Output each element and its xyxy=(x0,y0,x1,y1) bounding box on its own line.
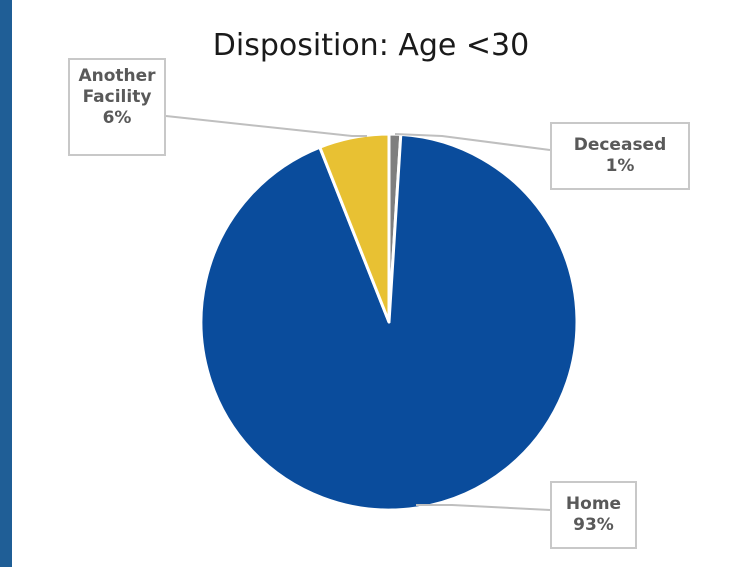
callout-another-facility-value: 6% xyxy=(102,108,132,128)
leader-home xyxy=(416,504,551,511)
callout-another-facility-line1: Another xyxy=(78,66,156,86)
callout-home-line1: Home xyxy=(565,494,622,514)
callout-deceased-line1: Deceased xyxy=(573,135,667,155)
pie-slice-another-facility xyxy=(318,132,391,324)
callout-another-facility: Another Facility 6% xyxy=(68,58,166,156)
chart-title: Disposition: Age <30 xyxy=(212,28,530,63)
leader-deceased xyxy=(394,133,551,151)
chart-frame: Disposition: Age <30 Another Facility 6%… xyxy=(12,0,730,567)
callout-deceased-value: 1% xyxy=(605,156,635,176)
callout-deceased: Deceased 1% xyxy=(550,122,690,190)
leader-another-facility xyxy=(165,115,367,137)
callout-another-facility-line2: Facility xyxy=(82,87,152,107)
callout-home-value: 93% xyxy=(573,515,614,535)
pie-chart xyxy=(165,115,579,512)
callout-home: Home 93% xyxy=(550,481,637,549)
